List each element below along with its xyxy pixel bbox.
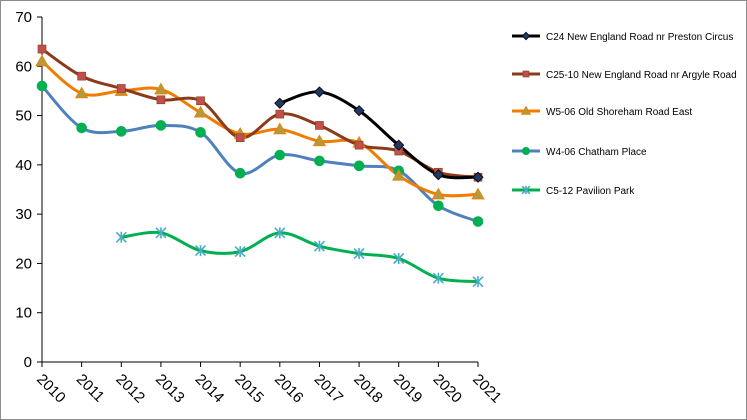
data-point (155, 227, 167, 239)
x-tick-label: 2014 (192, 371, 228, 407)
x-tick-label: 2018 (350, 371, 386, 407)
data-point (155, 120, 167, 131)
series-lines (40, 47, 480, 284)
data-point (471, 187, 485, 200)
data-point (432, 272, 444, 284)
legend-swatch-marker (521, 31, 531, 41)
data-point (154, 82, 168, 95)
series-line (278, 90, 480, 180)
y-tick-label: 70 (15, 9, 32, 26)
data-point (393, 139, 405, 151)
legend: C24 New England Road nr Preston Circus C2… (512, 31, 737, 197)
data-point (193, 105, 208, 118)
data-point (315, 121, 324, 130)
data-point (234, 167, 246, 179)
legend-label: W5-06 Old Shoreham Road East (546, 107, 692, 118)
data-point (353, 105, 365, 117)
data-point (472, 171, 484, 183)
data-point (314, 155, 325, 167)
series-line (119, 230, 480, 284)
data-point (354, 140, 364, 150)
y-tick-labels: 0 10 20 30 40 50 60 70 (15, 9, 32, 371)
series-markers (35, 44, 485, 288)
x-tick-label: 2019 (390, 371, 426, 407)
legend-swatch-marker (522, 70, 530, 78)
x-tick-label: 2021 (469, 371, 505, 407)
data-point (76, 122, 87, 134)
y-tick-label: 0 (24, 354, 32, 371)
x-tick-label: 2011 (73, 371, 108, 406)
x-tick-label: 2012 (112, 371, 148, 407)
data-point (353, 160, 365, 172)
data-point (115, 231, 127, 243)
y-tick-label: 60 (15, 58, 32, 75)
x-tick-label: 2015 (231, 371, 267, 407)
data-point (35, 54, 49, 67)
data-point (274, 227, 286, 239)
data-point (393, 252, 405, 265)
data-point (195, 127, 206, 138)
x-tick-labels: 2010 2011 2012 2013 2014 2015 2016 2017 2018 2019… (33, 371, 505, 407)
data-point (274, 149, 286, 161)
data-point (275, 109, 285, 119)
x-tick-label: 2017 (311, 371, 347, 407)
series-line (40, 84, 480, 224)
data-point (74, 86, 89, 99)
y-tick-label: 30 (15, 206, 32, 223)
data-point (392, 168, 406, 181)
data-point (313, 86, 326, 98)
data-point (313, 240, 326, 252)
data-point (273, 122, 287, 135)
data-point (472, 216, 484, 227)
legend-label: C5-12 Pavilion Park (546, 186, 635, 197)
x-tick-label: 2010 (33, 371, 69, 407)
data-point (37, 44, 47, 54)
data-point (274, 97, 286, 109)
x-tick-label: 2013 (152, 371, 188, 407)
data-point (353, 248, 365, 260)
data-point (156, 95, 166, 105)
legend-swatch-marker (521, 185, 531, 195)
legend-label: C25-10 New England Road nr Argyle Road (546, 70, 737, 81)
y-tick-label: 10 (15, 305, 32, 322)
x-tick-label: 2016 (271, 371, 307, 407)
data-point (196, 96, 205, 106)
data-point (312, 134, 327, 147)
data-point (115, 126, 127, 137)
data-point (235, 133, 245, 143)
axes (37, 16, 479, 367)
data-point (194, 245, 207, 257)
x-tick-label: 2020 (430, 371, 466, 407)
data-point (77, 71, 86, 81)
data-point (36, 80, 48, 92)
data-point (234, 246, 246, 258)
legend-swatch-marker (521, 146, 531, 156)
data-point (116, 84, 126, 93)
data-point (431, 187, 446, 200)
y-tick-label: 40 (15, 157, 32, 174)
legend-label: W4-06 Chatham Place (546, 147, 647, 158)
data-point (472, 276, 484, 288)
data-point (433, 200, 444, 212)
legend-label: C24 New England Road nr Preston Circus (546, 32, 733, 43)
y-tick-label: 50 (15, 108, 32, 125)
data-point (432, 169, 444, 181)
legend-swatch-marker (520, 105, 532, 115)
y-tick-label: 20 (15, 255, 32, 272)
